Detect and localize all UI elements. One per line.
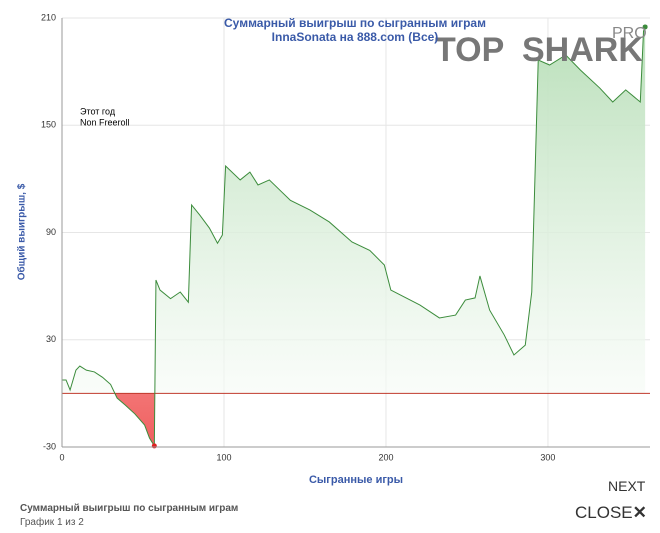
chart-subtitle: InnaSonata на 888.com (Все) [272, 30, 439, 44]
x-tick-label: 100 [216, 452, 231, 462]
close-icon: ✕ [632, 503, 647, 522]
y-tick-label: 30 [46, 334, 56, 344]
logo-badge: PRO [612, 25, 647, 42]
x-tick-label: 200 [378, 452, 393, 462]
chart-title: Суммарный выигрыш по сыгранным играм [224, 16, 486, 30]
y-tick-label: 90 [46, 227, 56, 237]
y-tick-label: 150 [41, 120, 56, 130]
logo: TOP SHARK PRO [435, 25, 647, 69]
x-tick-label: 300 [540, 452, 555, 462]
logo-text: TOP [435, 31, 504, 69]
y-tick-label: -30 [43, 441, 56, 451]
end-marker [642, 24, 648, 30]
x-axis-label: Сыгранные игры [309, 474, 403, 486]
next-button[interactable]: NEXT [608, 478, 646, 494]
counter: График 1 из 2 [20, 517, 84, 528]
area-negative [62, 393, 646, 446]
logo-text: SHARK [522, 31, 643, 69]
y-tick-label: 210 [41, 12, 56, 22]
chart: -30 30 90 150 210 0 100 200 300 TOP SHARK PRO Су… [16, 12, 650, 486]
close-text: CLOSE [575, 503, 633, 522]
close-button[interactable]: CLOSE✕ [575, 503, 647, 523]
annotation: Этот год [80, 106, 116, 116]
annotation: Non Freeroll [80, 117, 130, 127]
min-marker [151, 443, 157, 449]
caption: Суммарный выигрыш по сыгранным играм [20, 503, 239, 514]
x-tick-label: 0 [59, 452, 64, 462]
y-axis-label: Общий выигрыш, $ [16, 183, 28, 280]
area-positive [62, 26, 646, 394]
line [62, 26, 646, 448]
